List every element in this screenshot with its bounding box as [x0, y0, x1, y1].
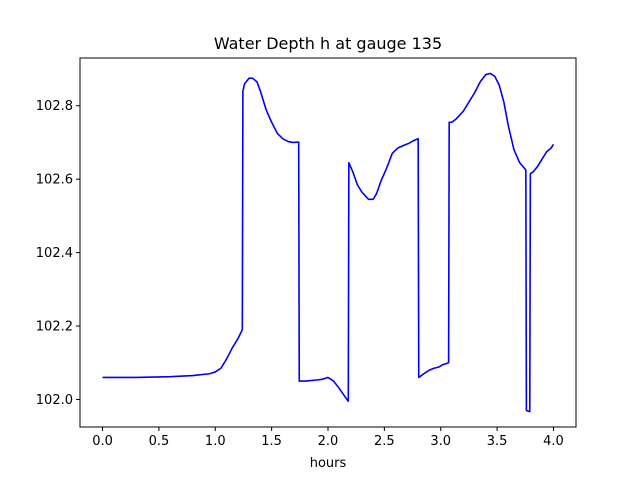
x-tick-label: 4.0 — [543, 434, 564, 449]
x-tick-label: 0.0 — [92, 434, 113, 449]
x-tick-label: 1.5 — [261, 434, 282, 449]
y-tick-label: 102.4 — [36, 246, 73, 261]
plot-area: 0.0 0.5 1.0 1.5 2.0 2.5 3.0 3.5 4.0 102.0 102.2 102… — [36, 57, 577, 449]
y-tick-label: 102.2 — [36, 320, 73, 335]
x-tick-label: 3.0 — [430, 434, 451, 449]
y-tick-label: 102.0 — [36, 393, 73, 408]
x-tick-label: 3.5 — [487, 434, 508, 449]
series-line-0 — [102, 72, 555, 413]
x-tick-label: 0.5 — [149, 434, 170, 449]
chart-title: Water Depth h at gauge 135 — [214, 34, 442, 53]
x-tick-label: 2.0 — [318, 434, 339, 449]
y-tick-label: 102.8 — [36, 99, 73, 114]
x-tick-label: 1.0 — [205, 434, 226, 449]
x-axis-label: hours — [310, 456, 347, 471]
x-tick-label: 2.5 — [374, 434, 395, 449]
y-tick-label: 102.6 — [36, 173, 73, 188]
